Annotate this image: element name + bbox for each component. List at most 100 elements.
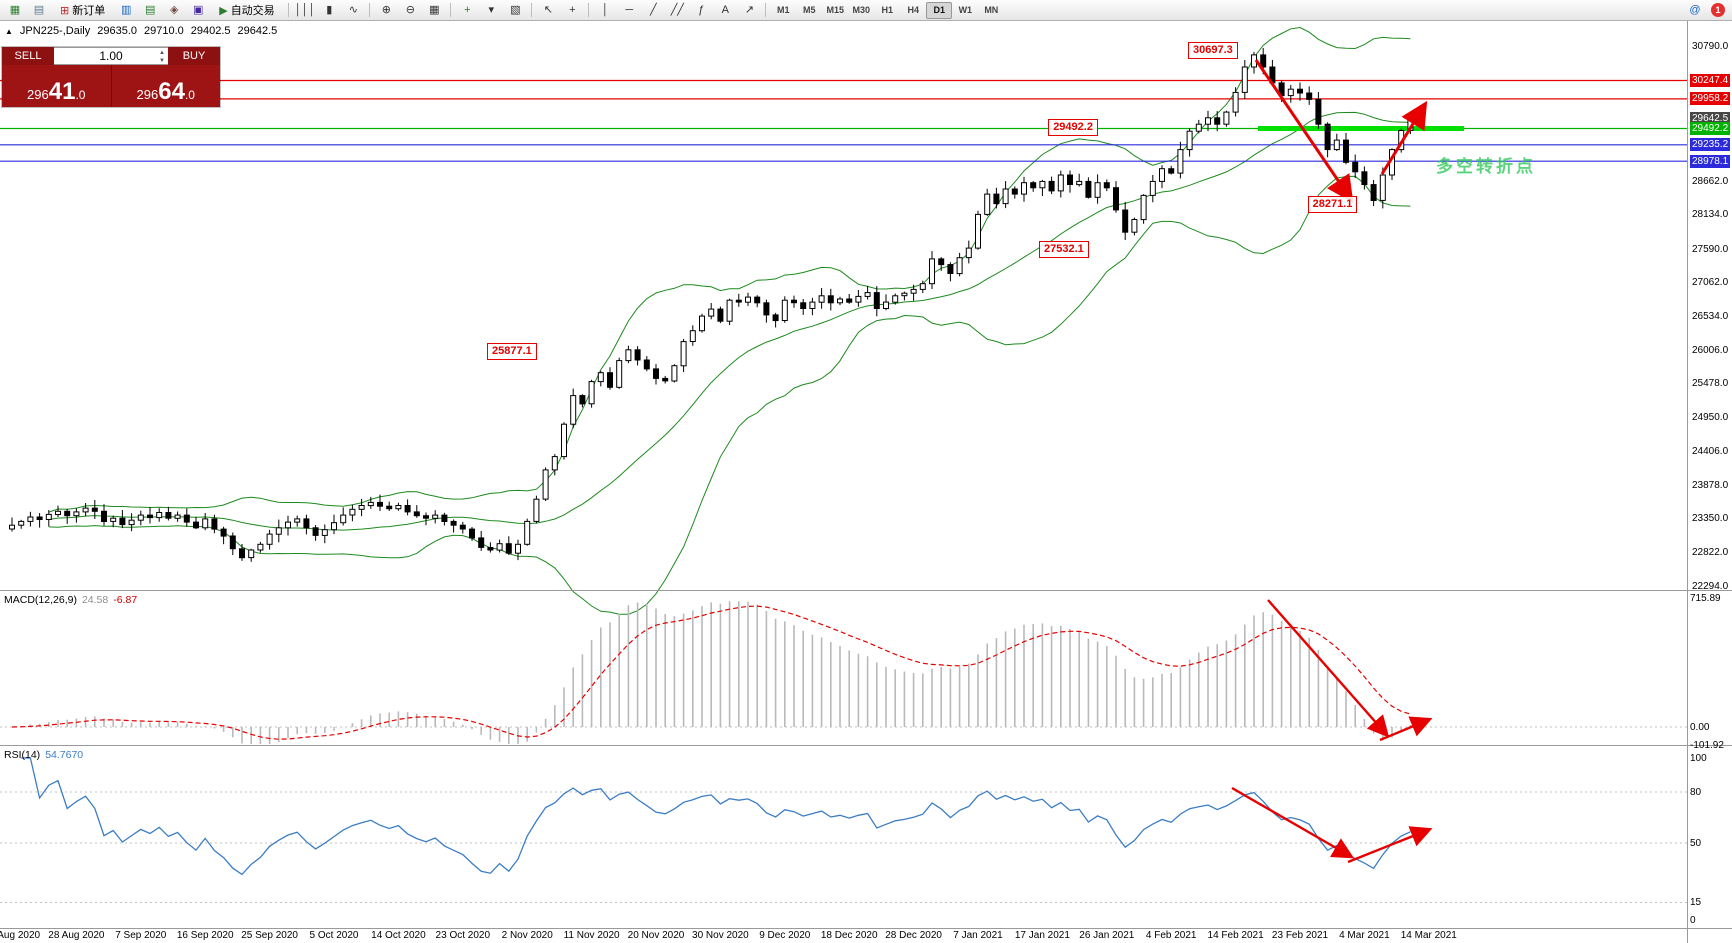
timeframe-buttons: M1 M5 M15 M30 H1 H4 D1 W1 MN xyxy=(770,1,1004,19)
zoom-out-icon[interactable]: ⊖ xyxy=(405,4,415,16)
tile-windows-icon[interactable]: ▦ xyxy=(429,4,440,16)
fibonacci-icon[interactable]: ƒ xyxy=(698,4,705,16)
new-order-button[interactable]: ⊞ 新订单 xyxy=(53,1,112,19)
timeframe-m1[interactable]: M1 xyxy=(777,4,790,15)
rsi-axis-label: 100 xyxy=(1690,752,1707,764)
bar-chart-icon[interactable]: │││ xyxy=(294,4,316,16)
date-label: 28 Aug 2020 xyxy=(48,930,105,941)
price-axis-label: 25478.0 xyxy=(1692,378,1729,390)
crosshair-icon[interactable]: + xyxy=(569,4,576,16)
timeframe-m30[interactable]: M30 xyxy=(852,4,871,15)
channel-icon[interactable]: ╱╱ xyxy=(670,4,684,16)
price-axis-label: 29235.2 xyxy=(1690,138,1731,152)
timeframe-w1[interactable]: W1 xyxy=(958,4,973,15)
date-label: 20 Nov 2020 xyxy=(627,930,685,941)
text-tool-icon[interactable]: A xyxy=(721,4,729,16)
cursor-icon[interactable]: ↖ xyxy=(543,4,553,16)
price-decline-arrow[interactable] xyxy=(1254,59,1354,203)
buy-button[interactable]: BUY xyxy=(168,47,220,65)
data-window-icon[interactable]: ▤ xyxy=(145,4,156,16)
add-indicator-icon[interactable]: + xyxy=(464,4,471,16)
symbol-header: ▲ JPN225-,Daily 29635.0 29710.0 29402.5 … xyxy=(5,25,277,37)
line-chart-icon[interactable]: ∿ xyxy=(348,4,358,16)
new-order-button-label: 新订单 xyxy=(72,5,106,17)
toolbar-separator xyxy=(369,3,371,17)
price-annotation-box[interactable]: 28271.1 xyxy=(1307,196,1358,214)
macd-axis-label: -101.92 xyxy=(1690,739,1724,751)
vertical-line-icon[interactable]: │ xyxy=(601,4,609,16)
chart-profiles-icon[interactable]: ▤ xyxy=(33,4,45,16)
date-label: 7 Sep 2020 xyxy=(115,930,167,941)
ohlc-low: 29402.5 xyxy=(190,25,231,37)
price-axis-label: 26006.0 xyxy=(1692,344,1729,356)
volume-stepper[interactable]: ▲ ▼ xyxy=(159,49,165,65)
price-annotation-box[interactable]: 29492.2 xyxy=(1048,119,1098,137)
navigator-icon[interactable]: ◈ xyxy=(169,4,179,16)
annotation-arrows[interactable] xyxy=(1231,59,1433,864)
rsi-rebound-arrow[interactable] xyxy=(1347,826,1433,864)
price-annotation-box[interactable]: 30697.3 xyxy=(1188,41,1238,59)
date-label: 28 Dec 2020 xyxy=(885,930,942,941)
chat-icon[interactable]: @ xyxy=(1689,4,1701,16)
candlestick-chart-icon[interactable]: ▮ xyxy=(326,4,333,16)
price-axis-label: 30790.0 xyxy=(1692,40,1729,52)
buy-price[interactable]: 296 64.0 xyxy=(112,65,221,107)
date-label: 9 Dec 2020 xyxy=(759,930,811,941)
templates-icon[interactable]: ▧ xyxy=(510,4,521,16)
sell-price-digits: .0 xyxy=(75,88,86,102)
sell-price-digits: 41 xyxy=(48,78,76,105)
timeframe-h4[interactable]: H4 xyxy=(907,4,920,15)
volume-down-icon[interactable]: ▼ xyxy=(159,58,165,64)
rsi-decline-arrow[interactable] xyxy=(1231,786,1355,859)
date-label: 14 Mar 2021 xyxy=(1400,930,1457,941)
date-label: 23 Oct 2020 xyxy=(435,930,491,941)
date-label: 17 Jan 2021 xyxy=(1014,930,1070,941)
sell-button[interactable]: SELL xyxy=(2,47,54,65)
horizontal-line-icon[interactable]: ─ xyxy=(625,4,634,16)
turning-point-note[interactable]: 多空转折点 xyxy=(1436,157,1536,176)
macd-decline-arrow[interactable] xyxy=(1267,599,1390,738)
arrows-tool-icon[interactable]: ↗ xyxy=(744,4,754,16)
horizontal-level-lines[interactable] xyxy=(0,79,1687,162)
date-label: 26 Jan 2021 xyxy=(1079,930,1135,941)
trendline-icon[interactable]: ╱ xyxy=(650,4,657,16)
date-label: 16 Sep 2020 xyxy=(176,930,234,941)
timeframes-dropdown-icon[interactable]: ▾ xyxy=(488,4,495,16)
autotrading-icon: ▶ xyxy=(219,4,228,17)
candlesticks[interactable] xyxy=(9,48,1414,562)
price-axis-label: 24950.0 xyxy=(1692,411,1729,423)
market-watch-icon[interactable]: ▥ xyxy=(121,4,132,16)
timeframe-mn[interactable]: MN xyxy=(984,4,999,15)
timeframe-h1[interactable]: H1 xyxy=(881,4,894,15)
macd-label: MACD(12,26,9) 24.58 -6.87 xyxy=(4,594,137,606)
panel-frame xyxy=(0,20,1732,943)
timeframe-m15[interactable]: M15 xyxy=(826,4,845,15)
volume-up-icon[interactable]: ▲ xyxy=(159,50,165,56)
price-axis-label: 27590.0 xyxy=(1692,243,1729,255)
zoom-in-icon[interactable]: ⊕ xyxy=(381,4,391,16)
price-rebound-arrow[interactable] xyxy=(1380,100,1428,175)
macd-rebound-arrow[interactable] xyxy=(1379,716,1433,742)
macd-axis-label: 0.00 xyxy=(1690,721,1710,733)
price-axis-label: 30247.4 xyxy=(1690,73,1731,87)
buy-price-digits: .0 xyxy=(184,88,195,102)
rsi-indicator xyxy=(0,757,1687,903)
price-annotation-box[interactable]: 25877.1 xyxy=(487,343,537,361)
autotrading-button[interactable]: ▶ 自动交易 xyxy=(212,1,281,19)
sell-price[interactable]: 296 41.0 xyxy=(2,65,112,107)
price-axis-label: 29958.2 xyxy=(1690,92,1731,106)
new-chart-icon[interactable]: ▦ xyxy=(9,4,21,16)
buy-price-digits: 64 xyxy=(158,78,185,105)
volume-input[interactable]: 1.00 ▲ ▼ xyxy=(54,47,168,65)
price-annotation-box[interactable]: 27532.1 xyxy=(1039,241,1089,259)
timeframe-d1[interactable]: D1 xyxy=(926,1,953,19)
terminal-icon[interactable]: ▣ xyxy=(193,4,204,16)
timeframe-m5[interactable]: M5 xyxy=(803,4,816,15)
notifications-badge[interactable]: 1 xyxy=(1711,3,1725,17)
autotrading-button-label: 自动交易 xyxy=(230,5,275,17)
sell-price-digits: 296 xyxy=(27,87,49,102)
volume-value: 1.00 xyxy=(99,49,123,63)
date-label: 14 Oct 2020 xyxy=(371,930,426,941)
